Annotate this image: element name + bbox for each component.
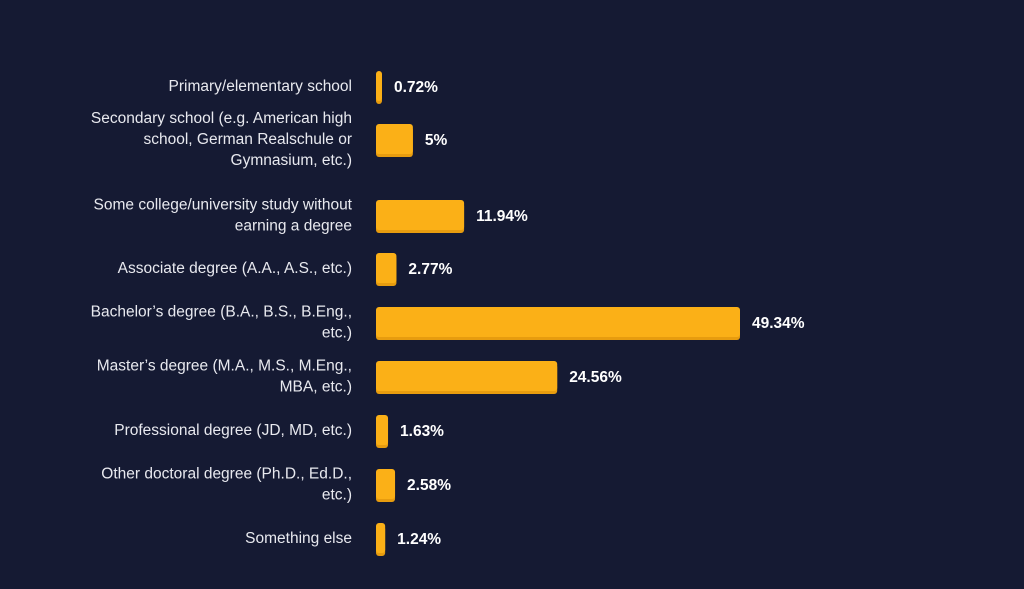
category-label-line: etc.) (322, 487, 352, 504)
bar-row: Primary/elementary school 0.72% (169, 71, 438, 104)
category-label-line: Professional degree (JD, MD, etc.) (114, 422, 352, 439)
category-label: Some college/university study without ear… (94, 197, 353, 235)
bar (376, 253, 397, 283)
bar (376, 71, 382, 101)
bar (376, 415, 389, 445)
value-label: 1.24% (397, 531, 441, 548)
category-label: Primary/elementary school (169, 78, 352, 95)
category-label-line: etc.) (322, 325, 352, 342)
bar-row: Professional degree (JD, MD, etc.) 1.63% (114, 415, 444, 448)
category-label-line: Some college/university study without (94, 197, 353, 214)
bar-row: Bachelor’s degree (B.A., B.S., B.Eng., et… (91, 304, 805, 342)
value-label: 24.56% (569, 369, 622, 386)
category-label-line: Bachelor’s degree (B.A., B.S., B.Eng., (91, 304, 352, 321)
category-label: Master’s degree (M.A., M.S., M.Eng., MBA,… (97, 358, 352, 396)
value-label: 11.94% (476, 208, 528, 225)
bar (376, 124, 413, 154)
category-label-line: Gymnasium, etc.) (231, 152, 352, 169)
bar (376, 523, 386, 553)
category-label-line: Secondary school (e.g. American high (91, 110, 352, 127)
bar (376, 361, 558, 391)
value-label: 49.34% (752, 315, 805, 332)
bar-row: Something else 1.24% (245, 523, 441, 556)
bar (376, 469, 396, 499)
value-label: 0.72% (394, 79, 438, 96)
category-label-line: earning a degree (235, 218, 352, 235)
bar-row: Master’s degree (M.A., M.S., M.Eng., MBA,… (97, 358, 622, 396)
category-label-line: Associate degree (A.A., A.S., etc.) (118, 260, 352, 277)
bar-row: Other doctoral degree (Ph.D., Ed.D., etc.… (101, 466, 451, 504)
bar-row: Secondary school (e.g. American high scho… (91, 110, 448, 169)
category-label: Secondary school (e.g. American high scho… (91, 110, 352, 169)
category-label-line: Something else (245, 530, 352, 547)
category-label: Other doctoral degree (Ph.D., Ed.D., etc.… (101, 466, 352, 504)
bar (376, 200, 465, 230)
bar (376, 307, 740, 337)
bar-row: Some college/university study without ear… (94, 197, 528, 235)
bar-row: Associate degree (A.A., A.S., etc.) 2.77% (118, 253, 453, 286)
chart-rows: Primary/elementary school 0.72% Secondary … (91, 71, 805, 556)
category-label-line: MBA, etc.) (280, 379, 352, 396)
value-label: 2.77% (408, 261, 452, 278)
value-label: 5% (425, 132, 448, 149)
value-label: 1.63% (400, 423, 444, 440)
category-label: Something else (245, 530, 352, 547)
category-label: Professional degree (JD, MD, etc.) (114, 422, 352, 439)
category-label: Bachelor’s degree (B.A., B.S., B.Eng., et… (91, 304, 352, 342)
category-label: Associate degree (A.A., A.S., etc.) (118, 260, 352, 277)
category-label-line: Primary/elementary school (169, 78, 352, 95)
category-label-line: Other doctoral degree (Ph.D., Ed.D., (101, 466, 352, 483)
category-label-line: school, German Realschule or (144, 131, 353, 148)
value-label: 2.58% (407, 477, 451, 494)
category-label-line: Master’s degree (M.A., M.S., M.Eng., (97, 358, 352, 375)
